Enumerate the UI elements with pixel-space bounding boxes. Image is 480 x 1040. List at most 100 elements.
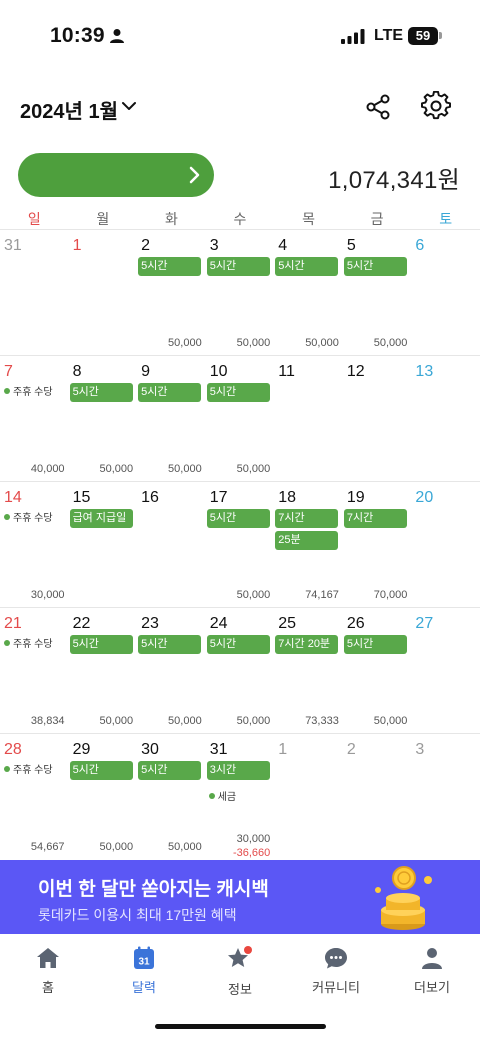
calendar-day-cell[interactable]: 8 5시간 50,000: [69, 356, 138, 482]
work-shift-chip[interactable]: 5시간: [69, 383, 133, 402]
work-shift-chip[interactable]: 25분: [275, 531, 339, 550]
daily-wage-amount: 50,000: [99, 715, 134, 727]
calendar-icon: 31: [134, 946, 154, 969]
salary-summary-button[interactable]: [18, 153, 214, 197]
calendar-week-row: 21 주휴 수당 38,834 22 5시간 50,000 23 5시간 50,000 24 5시간…: [0, 607, 480, 733]
work-shift-chip[interactable]: 7시간: [343, 509, 407, 528]
calendar-day-cell[interactable]: 29 5시간 50,000: [69, 734, 138, 860]
day-number: 25: [278, 615, 297, 632]
daily-wage-amount: 30,000: [236, 833, 271, 845]
work-shift-chip[interactable]: 5시간: [206, 257, 270, 276]
weekday-mon: 월: [96, 211, 110, 227]
day-number: 26: [346, 615, 365, 632]
calendar-day-cell[interactable]: 22 5시간 50,000: [69, 608, 138, 734]
calendar-day-cell[interactable]: 20: [411, 482, 480, 608]
total-amount: 1,074,341원: [328, 167, 460, 194]
calendar-day-cell[interactable]: 24 5시간 50,000: [206, 608, 275, 734]
calendar-day-cell[interactable]: 18 7시간 25분 74,167: [274, 482, 343, 608]
day-number: 3: [209, 237, 219, 254]
calendar-day-cell[interactable]: 19 7시간 70,000: [343, 482, 412, 608]
day-number: 28: [4, 741, 22, 758]
nav-home[interactable]: 홈: [0, 946, 96, 996]
weekday-wed: 수: [233, 211, 247, 227]
calendar-day-cell[interactable]: 3: [411, 734, 480, 860]
calendar-day-cell[interactable]: 1: [69, 230, 138, 356]
day-number: 4: [278, 237, 288, 254]
day-number: 15: [72, 489, 91, 506]
work-shift-chip[interactable]: 5시간: [206, 509, 270, 528]
weekday-tue: 화: [164, 211, 178, 227]
day-number: 3: [415, 741, 425, 758]
calendar-day-cell[interactable]: 11: [274, 356, 343, 482]
nav-community[interactable]: 커뮤니티: [288, 946, 384, 996]
calendar-day-cell[interactable]: 31: [0, 230, 69, 356]
calendar-day-cell[interactable]: 2 5시간 50,000: [137, 230, 206, 356]
work-shift-chip[interactable]: 3시간: [206, 761, 270, 780]
work-shift-chip[interactable]: 5시간: [206, 383, 270, 402]
calendar-day-cell[interactable]: 5 5시간 50,000: [343, 230, 412, 356]
day-number: 7: [4, 363, 13, 380]
calendar-day-cell[interactable]: 21 주휴 수당 38,834: [0, 608, 69, 734]
calendar-day-cell[interactable]: 14 주휴 수당 30,000: [0, 482, 69, 608]
calendar-day-cell[interactable]: 27: [411, 608, 480, 734]
calendar-day-cell[interactable]: 16: [137, 482, 206, 608]
nav-info[interactable]: 정보: [192, 946, 288, 998]
network-type: LTE: [374, 27, 404, 44]
daily-wage-amount: 50,000: [373, 715, 408, 727]
calendar-day-cell[interactable]: 3 5시간 50,000: [206, 230, 275, 356]
nav-more[interactable]: 더보기: [384, 946, 480, 996]
person-status-icon: [110, 29, 124, 43]
share-icon[interactable]: [364, 93, 392, 121]
work-shift-chip[interactable]: 7시간: [275, 509, 339, 528]
calendar-day-cell[interactable]: 13: [411, 356, 480, 482]
promo-banner[interactable]: 이번 한 달만 쏟아지는 캐시백 롯데카드 이용시 최대 17만원 혜택: [0, 860, 480, 934]
work-shift-chip[interactable]: 5시간: [138, 635, 202, 654]
notification-dot: [244, 946, 252, 954]
daily-wage-amount: 50,000: [236, 337, 271, 349]
work-shift-chip[interactable]: 5시간: [206, 635, 270, 654]
work-shift-chip[interactable]: 급여 지급일: [69, 509, 133, 528]
signal-icon: [341, 29, 365, 44]
calendar-day-cell[interactable]: 12: [343, 356, 412, 482]
calendar-day-cell[interactable]: 6: [411, 230, 480, 356]
calendar-day-cell[interactable]: 7 주휴 수당 40,000: [0, 356, 69, 482]
calendar-day-cell[interactable]: 23 5시간 50,000: [137, 608, 206, 734]
work-shift-chip[interactable]: 5시간: [138, 761, 202, 780]
day-number: 18: [278, 489, 297, 506]
calendar-day-cell[interactable]: 17 5시간 50,000: [206, 482, 275, 608]
calendar-day-cell[interactable]: 31 3시간 세금 30,000 -36,660: [206, 734, 275, 860]
work-shift-chip[interactable]: 5시간: [69, 761, 133, 780]
work-shift-chip[interactable]: 7시간 20분: [275, 635, 339, 654]
calendar-day-cell[interactable]: 9 5시간 50,000: [137, 356, 206, 482]
month-title[interactable]: 2024년 1월: [20, 101, 118, 123]
work-shift-chip[interactable]: 5시간: [343, 257, 407, 276]
nav-calendar[interactable]: 31 달력: [96, 946, 192, 996]
day-number: 2: [141, 237, 151, 254]
calendar-day-cell[interactable]: 28 주휴 수당 54,667: [0, 734, 69, 860]
calendar-day-cell[interactable]: 15 급여 지급일: [69, 482, 138, 608]
calendar-day-cell[interactable]: 30 5시간 50,000: [137, 734, 206, 860]
gear-icon[interactable]: [421, 91, 451, 121]
chevron-down-icon[interactable]: [121, 98, 137, 114]
calendar-week-row: 31 1 2 5시간 50,000 3 5시간 50,000 4 5시간 50,000 5 5시간 50,…: [0, 229, 480, 355]
day-number: 30: [141, 741, 159, 758]
calendar-day-cell[interactable]: 1: [274, 734, 343, 860]
day-number: 9: [141, 363, 151, 380]
work-shift-chip[interactable]: 5시간: [138, 383, 202, 402]
day-number: 2: [346, 741, 356, 758]
work-shift-chip[interactable]: 5시간: [343, 635, 407, 654]
daily-wage-amount: 50,000: [168, 715, 202, 727]
work-shift-chip[interactable]: 5시간: [275, 257, 339, 276]
calendar-day-cell[interactable]: 10 5시간 50,000: [206, 356, 275, 482]
work-shift-chip[interactable]: 5시간: [69, 635, 133, 654]
home-icon: [37, 948, 59, 968]
person-icon: [422, 948, 442, 969]
calendar-day-cell[interactable]: 4 5시간 50,000: [274, 230, 343, 356]
calendar-day-cell[interactable]: 25 7시간 20분 73,333: [274, 608, 343, 734]
weekday-sat: 토: [439, 211, 453, 227]
home-indicator: [155, 1024, 326, 1029]
work-shift-chip[interactable]: 5시간: [138, 257, 202, 276]
weekly-holiday-allowance-note: 주휴 수당: [4, 761, 53, 776]
calendar-day-cell[interactable]: 2: [343, 734, 412, 860]
calendar-day-cell[interactable]: 26 5시간 50,000: [343, 608, 412, 734]
